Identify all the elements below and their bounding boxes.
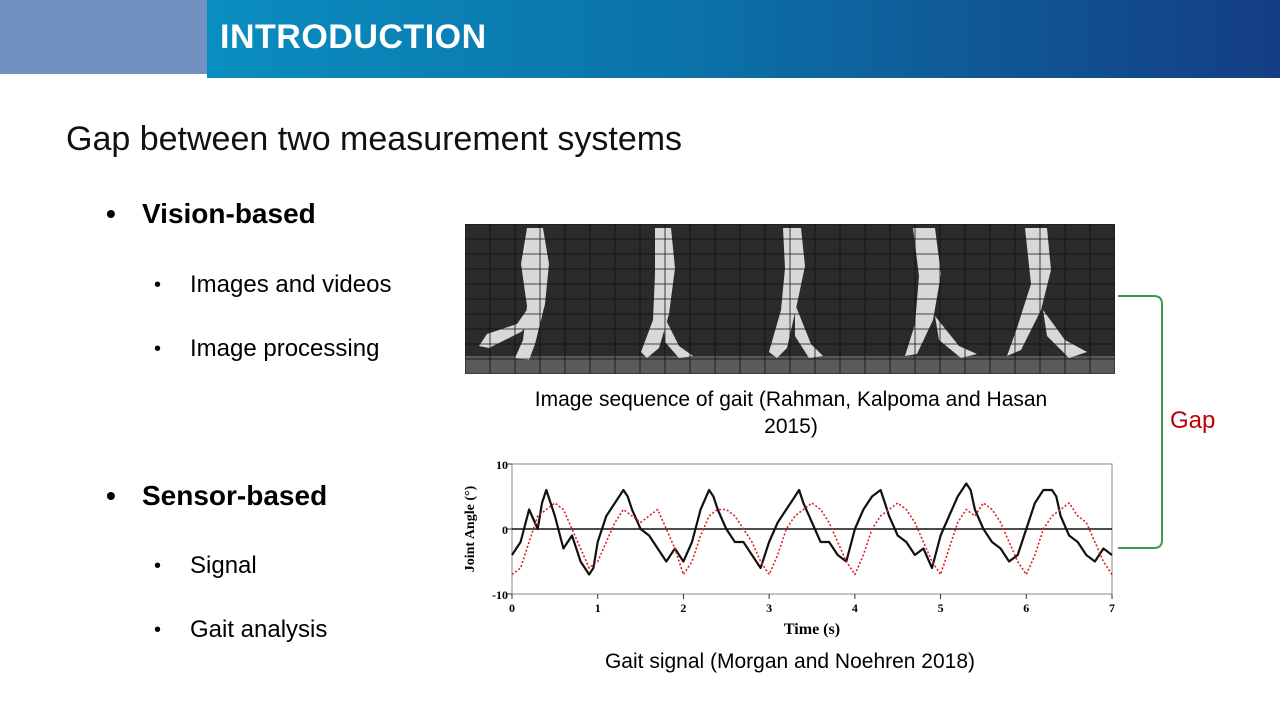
x-tick-label: 3 [766,601,772,615]
walker-figure-2 [641,228,675,358]
bullet-sensor-based: • Sensor-based [106,480,328,512]
bullet-dot: • [106,480,116,511]
sub-bullet-label: Images and videos [190,271,392,298]
gait-image-sequence [465,224,1115,374]
sub-bullet-images-videos: • Images and videos [154,271,392,299]
x-tick-label: 0 [509,601,515,615]
bullet-label: Sensor-based [142,480,328,511]
series-dotted-line [511,502,1113,576]
gap-label: Gap [1170,407,1216,434]
bracket-line [1118,295,1163,549]
walker-figure-5-leg [1043,310,1087,358]
image-caption-line-1: Image sequence of gait (Rahman, Kalpoma … [534,388,1048,411]
y-tick-label: -10 [492,588,508,602]
walker-figure-3 [769,228,805,358]
x-tick-label: 2 [680,601,686,615]
bullet-dot: • [106,198,116,229]
signal-caption: Gait signal (Morgan and Noehren 2018) [604,650,976,673]
walker-figure-3-leg [795,304,823,358]
gap-bracket [1118,295,1163,549]
sub-bullet-label: Gait analysis [190,616,328,643]
sub-bullet-image-processing: • Image processing [154,335,380,363]
slide-title: Gap between two measurement systems [66,120,683,158]
walker-figure-2-leg [663,314,693,358]
bullet-vision-based: • Vision-based [106,198,316,230]
x-tick-label: 1 [595,601,601,615]
bullet-label: Vision-based [142,198,316,229]
sub-bullet-gait-analysis: • Gait analysis [154,616,328,644]
sub-bullet-dot: • [154,338,162,360]
walker-figure-1 [515,228,549,360]
walker-figure-1-leg [479,304,539,348]
sub-bullet-dot: • [154,274,162,296]
sub-bullet-label: Image processing [190,335,380,362]
sub-bullet-label: Signal [190,552,257,579]
header-title: INTRODUCTION [220,18,487,56]
series-solid-line [511,482,1113,576]
y-tick-label: 0 [502,523,508,537]
sub-bullet-dot: • [154,619,162,641]
frames-grid [465,224,1115,374]
header-bar [207,0,1280,78]
y-axis-label: Joint Angle (°) [463,485,478,572]
image-caption-line-2: 2015) [764,415,818,438]
x-tick-label: 7 [1109,601,1115,615]
y-tick-label: 10 [496,458,508,472]
walker-figure-4 [905,228,941,356]
x-tick-label: 6 [1023,601,1029,615]
x-axis-label: Time (s) [784,621,840,638]
sub-bullet-dot: • [154,555,162,577]
walker-figure-4-leg [935,316,977,358]
image-caption: Image sequence of gait (Rahman, Kalpoma … [480,386,1102,440]
sub-bullet-signal: • Signal [154,552,257,580]
header-accent-block [0,0,207,74]
x-tick-label: 4 [852,601,858,615]
x-tick-label: 5 [938,601,944,615]
